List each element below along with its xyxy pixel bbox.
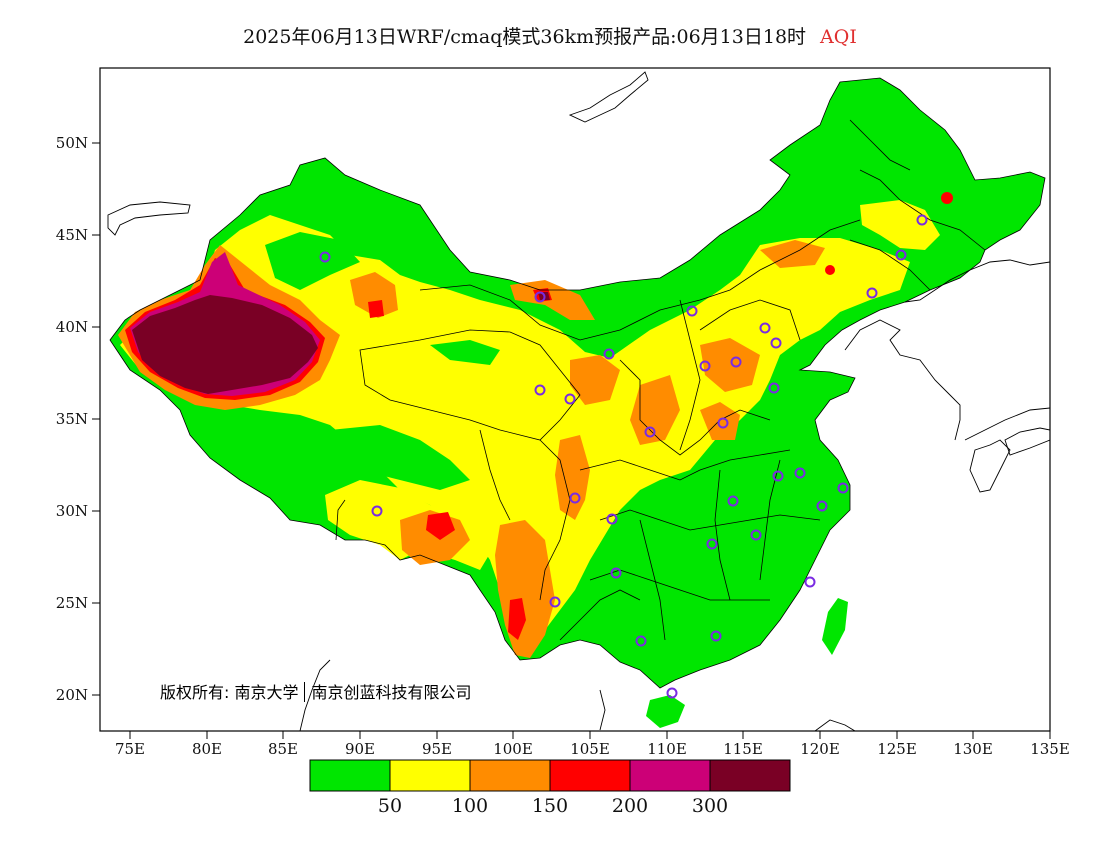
hole-green-qinghai <box>430 340 500 365</box>
lon-label-105e: 105E <box>570 740 610 758</box>
region-orange-hebei <box>700 338 760 392</box>
colorbar-swatch-5 <box>709 759 791 792</box>
region-yellow-north <box>860 200 940 250</box>
region-red-yunnan <box>508 598 526 640</box>
region-orange-gansu <box>510 280 595 320</box>
city-marker <box>549 596 561 608</box>
city-marker <box>635 635 647 647</box>
lon-label-75e: 75E <box>115 740 145 758</box>
lat-labels: 50N 45N 40N 35N 30N 25N 20N <box>56 134 88 704</box>
city-marker <box>706 538 718 550</box>
region-red-spot-ne <box>941 192 953 204</box>
city-marker <box>534 291 546 303</box>
city-marker <box>759 322 771 334</box>
city-marker <box>816 500 828 512</box>
lon-label-120e: 120E <box>800 740 840 758</box>
city-marker <box>794 467 806 479</box>
city-marker <box>603 348 615 360</box>
city-marker <box>717 417 729 429</box>
lon-label-135e: 135E <box>1030 740 1070 758</box>
coastlines <box>107 71 1050 731</box>
lon-label-115e: 115E <box>723 740 763 758</box>
city-marker <box>319 251 331 263</box>
lon-label-90e: 90E <box>345 740 375 758</box>
copyright-right: 南京创蓝科技有限公司 <box>311 683 472 702</box>
city-marker <box>837 482 849 494</box>
city-marker <box>666 687 678 699</box>
lon-label-85e: 85E <box>268 740 298 758</box>
region-orange-sichuan <box>555 435 590 520</box>
colorbar-label-100: 100 <box>452 795 488 817</box>
colorbar-label-50: 50 <box>378 795 402 817</box>
colorbar-label-150: 150 <box>532 795 568 817</box>
lon-label-110e: 110E <box>647 740 687 758</box>
city-marker <box>644 426 656 438</box>
lat-label-50n: 50N <box>56 134 88 152</box>
tick-marks <box>92 142 1051 739</box>
colorbar: 50 100 150 200 300 <box>309 759 791 817</box>
colorbar-swatch-4 <box>629 759 711 792</box>
city-marker <box>730 356 742 368</box>
lon-label-95e: 95E <box>422 740 452 758</box>
city-marker <box>804 576 816 588</box>
lat-label-45n: 45N <box>56 226 88 244</box>
city-marker <box>534 384 546 396</box>
city-marker <box>606 513 618 525</box>
hole-green-tibet <box>330 425 470 490</box>
title-aqi: AQI <box>820 26 857 48</box>
region-red-spot-liaoning <box>825 265 835 275</box>
city-marker <box>916 214 928 226</box>
colorbar-label-300: 300 <box>692 795 728 817</box>
copyright-divider <box>304 682 306 702</box>
lat-label-25n: 25N <box>56 594 88 612</box>
city-marker <box>710 630 722 642</box>
city-marker <box>686 305 698 317</box>
colorbar-swatch-2 <box>469 759 551 792</box>
lon-label-80e: 80E <box>192 740 222 758</box>
colorbar-swatch-0 <box>309 759 391 792</box>
lon-label-125e: 125E <box>877 740 917 758</box>
city-marker <box>770 337 782 349</box>
city-marker <box>564 393 576 405</box>
colorbar-label-200: 200 <box>612 795 648 817</box>
map-field <box>107 71 1050 731</box>
region-orange-xinjiang-n <box>350 272 398 318</box>
city-marker <box>371 505 383 517</box>
city-markers <box>319 214 928 699</box>
lat-label-40n: 40N <box>56 318 88 336</box>
region-red-tibet <box>426 512 455 540</box>
lat-label-20n: 20N <box>56 686 88 704</box>
region-orange-henan <box>630 375 680 445</box>
title-main: 2025年06月13日WRF/cmaq模式36km预报产品:06月13日18时 <box>243 26 807 48</box>
city-marker <box>895 249 907 261</box>
city-marker <box>772 470 784 482</box>
map-frame <box>99 67 1051 732</box>
city-marker <box>569 492 581 504</box>
city-marker <box>610 567 622 579</box>
copyright-left: 版权所有: 南京大学 <box>160 683 299 702</box>
city-marker <box>727 495 739 507</box>
city-marker <box>699 360 711 372</box>
region-taiwan <box>822 598 848 655</box>
colorbar-swatch-1 <box>389 759 471 792</box>
lon-labels: 75E 80E 85E 90E 95E 100E 105E 110E 115E … <box>115 740 1070 758</box>
region-maroon-tarim <box>132 295 318 394</box>
lat-label-35n: 35N <box>56 410 88 428</box>
copyright-notice: 版权所有: 南京大学 南京创蓝科技有限公司 <box>160 679 472 703</box>
colorbar-swatch-3 <box>549 759 631 792</box>
region-hainan <box>646 695 685 728</box>
lat-label-30n: 30N <box>56 502 88 520</box>
city-marker <box>750 529 762 541</box>
city-marker <box>866 287 878 299</box>
lon-label-100e: 100E <box>493 740 533 758</box>
city-marker <box>768 382 780 394</box>
region-orange-loess <box>570 355 620 405</box>
region-red-xinjiang <box>368 300 384 318</box>
map-title: 2025年06月13日WRF/cmaq模式36km预报产品:06月13日18时 A… <box>0 22 1100 49</box>
hole-green-junggar <box>265 232 360 290</box>
lon-label-130e: 130E <box>953 740 993 758</box>
